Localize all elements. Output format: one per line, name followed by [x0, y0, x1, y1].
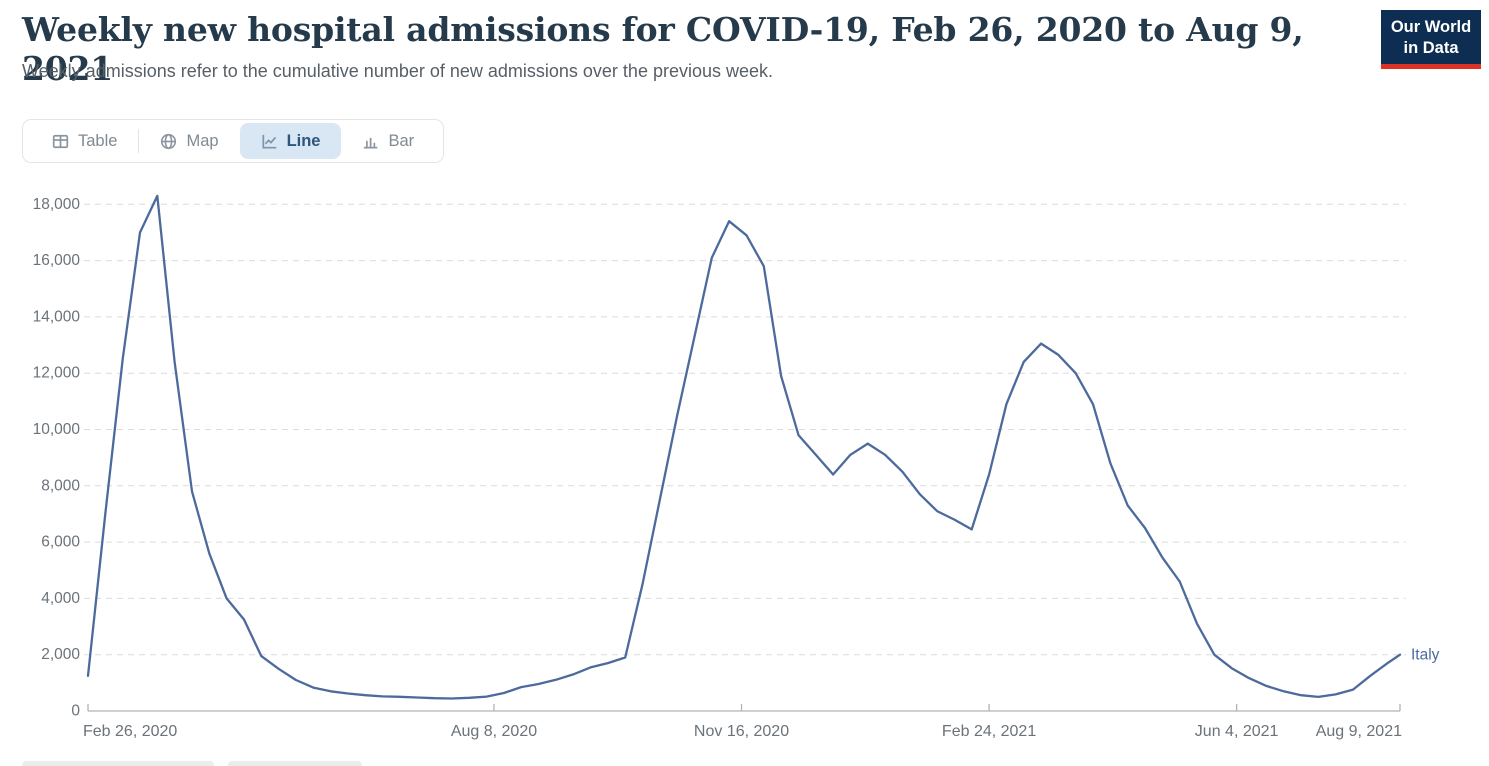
owid-logo-line1: Our World	[1390, 18, 1472, 36]
x-axis-label: Feb 26, 2020	[83, 723, 177, 740]
x-axis-label: Aug 9, 2021	[1316, 723, 1402, 740]
line-chart-icon	[261, 133, 278, 150]
owid-logo[interactable]: Our World in Data	[1381, 10, 1481, 70]
tab-bar[interactable]: Bar	[341, 123, 435, 159]
series-line-italy[interactable]	[86, 194, 1402, 700]
line-chart[interactable]: 0 2,000 4,000 6,000 8,000 10,000 12,000 14,000 1…	[0, 168, 1489, 766]
y-axis-label: 8,000	[41, 477, 80, 494]
x-axis-label: Nov 16, 2020	[694, 723, 789, 740]
series-end-label[interactable]: Italy	[1411, 647, 1440, 664]
x-axis-label: Feb 24, 2021	[942, 723, 1036, 740]
y-axis-label: 10,000	[33, 421, 81, 438]
tab-map[interactable]: Map	[139, 123, 239, 159]
tab-table[interactable]: Table	[31, 123, 138, 159]
x-axis-label: Jun 4, 2021	[1195, 723, 1279, 740]
chart-subtitle: Weekly admissions refer to the cumulativ…	[22, 61, 774, 81]
y-axis-label: 14,000	[33, 308, 81, 325]
footer-button-cropped-1[interactable]	[22, 761, 214, 766]
x-axis-label: Aug 8, 2020	[451, 723, 537, 740]
table-icon	[52, 133, 69, 150]
tab-table-label: Table	[78, 131, 118, 150]
owid-logo-line2: in Data	[1403, 38, 1459, 57]
tab-line[interactable]: Line	[239, 123, 342, 159]
y-axis-label: 16,000	[33, 252, 81, 269]
bar-chart-icon	[362, 133, 379, 150]
chart-type-tab-bar: Table Map Line	[22, 119, 445, 163]
footer-button-cropped-2[interactable]	[228, 761, 362, 766]
y-axis-label: 4,000	[41, 590, 80, 607]
globe-icon	[160, 133, 177, 150]
chart-title: Weekly new hospital admissions for COVID…	[22, 10, 1304, 88]
tab-line-label: Line	[286, 131, 321, 150]
y-axis-label: 2,000	[41, 646, 80, 663]
y-axis-label: 0	[71, 703, 80, 720]
y-axis-label: 18,000	[33, 196, 81, 213]
tab-divider	[138, 129, 140, 153]
tab-bar-label: Bar	[388, 131, 415, 150]
y-axis-label: 12,000	[33, 365, 81, 382]
tab-map-label: Map	[186, 131, 219, 150]
y-axis-label: 6,000	[41, 534, 80, 551]
